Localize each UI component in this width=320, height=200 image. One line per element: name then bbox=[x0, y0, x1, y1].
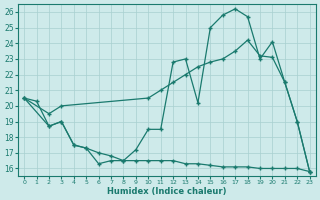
X-axis label: Humidex (Indice chaleur): Humidex (Indice chaleur) bbox=[107, 187, 227, 196]
